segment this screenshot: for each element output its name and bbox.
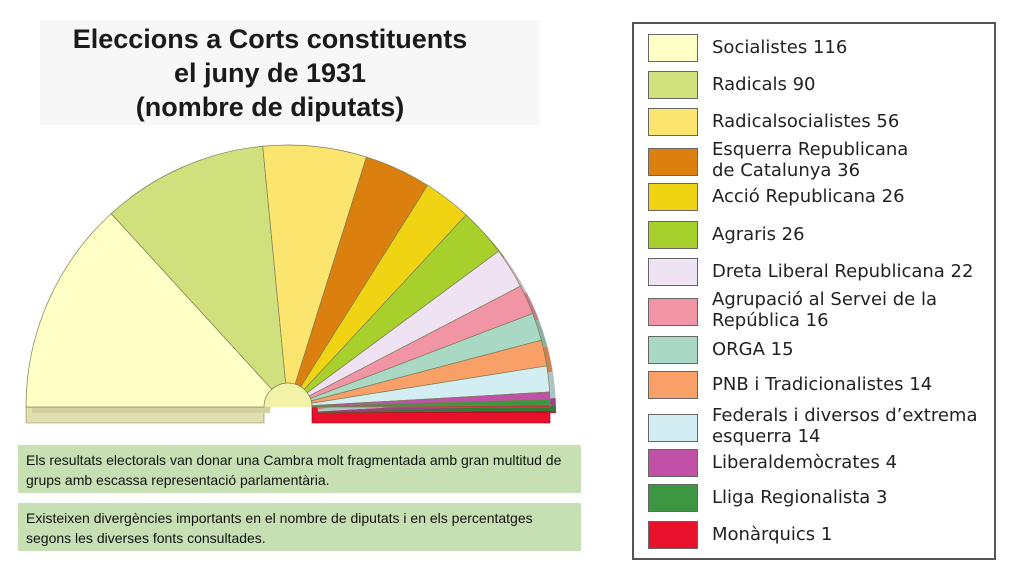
slice-mon-rquics bbox=[311, 404, 551, 408]
chart-title-line-3: (nombre de diputats) bbox=[135, 92, 405, 122]
legend: Socialistes 116 Radicals 90 Radicalsociali… bbox=[632, 22, 996, 560]
legend-label: Socialistes 116 bbox=[712, 37, 848, 58]
legend-swatch bbox=[648, 449, 698, 477]
legend-swatch bbox=[648, 336, 698, 364]
legend-label: Federals i diversos d’extrema esquerra 1… bbox=[712, 405, 978, 447]
legend-label: Monàrquics 1 bbox=[712, 524, 833, 545]
legend-swatch bbox=[648, 183, 698, 211]
center-core bbox=[264, 383, 312, 407]
legend-label: Esquerra Republicana de Catalunya 36 bbox=[712, 139, 909, 181]
legend-swatch bbox=[648, 71, 698, 99]
legend-swatch bbox=[648, 108, 698, 136]
legend-label: ORGA 15 bbox=[712, 339, 794, 360]
legend-label: Dreta Liberal Republicana 22 bbox=[712, 261, 974, 282]
legend-label: Radicalsocialistes 56 bbox=[712, 111, 900, 132]
legend-label: Lliga Regionalista 3 bbox=[712, 487, 888, 508]
legend-swatch bbox=[648, 371, 698, 399]
chart-title: Eleccions a Corts constituents el juny d… bbox=[60, 22, 480, 124]
legend-swatch bbox=[648, 148, 698, 176]
legend-swatch bbox=[648, 414, 698, 442]
legend-swatch bbox=[648, 484, 698, 512]
parliament-chart bbox=[25, 144, 556, 424]
chart-title-line-1: Eleccions a Corts constituents bbox=[72, 24, 468, 54]
note-divergences: Existeixen divergències importants en el… bbox=[18, 503, 581, 551]
legend-swatch bbox=[648, 34, 698, 62]
legend-label: PNB i Tradicionalistes 14 bbox=[712, 374, 933, 395]
slice-radicals bbox=[110, 145, 287, 390]
legend-swatch bbox=[648, 221, 698, 249]
note-fragmentation: Els resultats electorals van donar una C… bbox=[18, 445, 581, 493]
slice-shadow bbox=[317, 411, 556, 413]
legend-label: Agraris 26 bbox=[712, 224, 805, 245]
slice-radicalsocialistes bbox=[262, 144, 367, 385]
legend-swatch bbox=[648, 258, 698, 286]
legend-swatch bbox=[648, 298, 698, 326]
legend-label: Radicals 90 bbox=[712, 74, 816, 95]
legend-label: Agrupació al Servei de la República 16 bbox=[712, 289, 937, 331]
chart-title-line-2: el juny de 1931 bbox=[173, 58, 367, 88]
title-background bbox=[40, 20, 540, 125]
legend-swatch bbox=[648, 521, 698, 549]
legend-label: Acció Republicana 26 bbox=[712, 186, 905, 207]
legend-label: Liberaldemòcrates 4 bbox=[712, 452, 898, 473]
slice-socialistes bbox=[25, 213, 273, 408]
